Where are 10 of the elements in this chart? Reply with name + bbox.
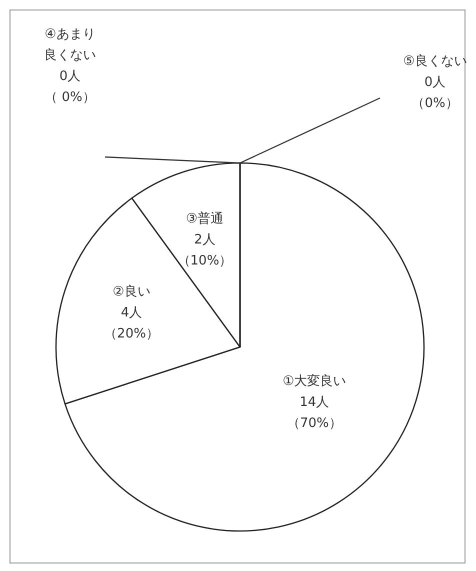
text: 0人（0%） bbox=[412, 75, 458, 111]
slice-label: ②良い bbox=[112, 284, 150, 300]
slice-label: ③普通 bbox=[186, 210, 224, 227]
slice-label: ①大変良い bbox=[282, 373, 346, 390]
data-label: 14人（70%） bbox=[286, 395, 342, 432]
data-label: 4人（20%） bbox=[104, 306, 159, 342]
category-label: ④あまり良くない bbox=[44, 27, 96, 63]
text: 0人（ 0%） bbox=[44, 69, 96, 105]
category-label: ⑤良くない bbox=[403, 54, 467, 69]
data-label: 2人（10%） bbox=[177, 232, 232, 269]
